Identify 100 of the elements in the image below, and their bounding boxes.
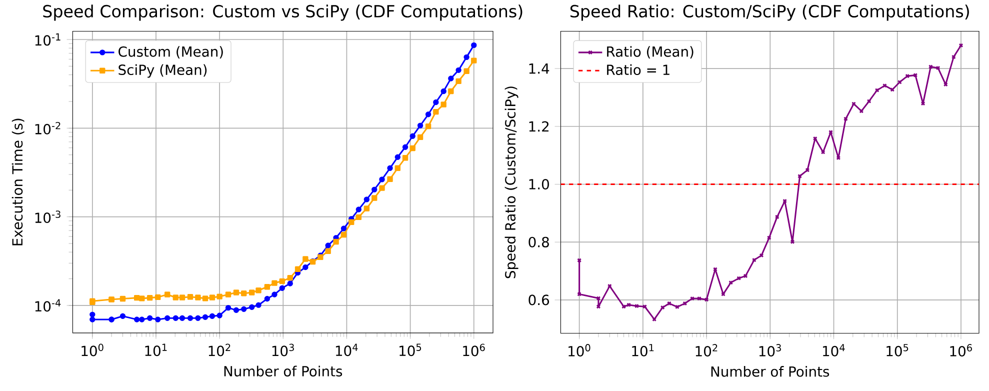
x-tick-label: 10$^{3}$ xyxy=(759,344,781,356)
point xyxy=(172,294,179,300)
point xyxy=(356,206,362,212)
point xyxy=(256,302,262,308)
point xyxy=(348,219,354,225)
point xyxy=(456,78,462,84)
point xyxy=(364,196,370,202)
point xyxy=(179,315,186,321)
x-tick-label: 10$^{3}$ xyxy=(272,344,294,356)
point xyxy=(387,176,393,182)
point xyxy=(279,278,285,284)
point xyxy=(172,315,179,321)
point xyxy=(195,315,201,321)
y-tick-label: 1.2 xyxy=(529,121,548,132)
legend-label: SciPy (Mean) xyxy=(118,64,207,78)
y-tick-label: 10$^{-3}$ xyxy=(35,210,60,223)
point xyxy=(248,304,255,310)
point xyxy=(287,274,293,281)
point xyxy=(187,315,194,321)
point xyxy=(195,294,201,300)
y-tick-label: 0.6 xyxy=(528,294,550,306)
legend-label: Ratio = 1 xyxy=(607,64,670,75)
x-axis-title: Number of Points xyxy=(711,366,830,377)
point xyxy=(402,154,408,161)
point xyxy=(241,306,247,312)
x-tick-label: 10$^{6}$ xyxy=(950,344,972,356)
point xyxy=(325,248,331,254)
x-tick-label: 10$^{2}$ xyxy=(208,344,230,356)
point xyxy=(464,68,470,74)
point xyxy=(440,102,446,108)
point xyxy=(448,88,454,94)
point xyxy=(387,165,393,171)
point xyxy=(134,294,140,301)
point xyxy=(256,287,262,294)
point xyxy=(134,316,140,322)
y-tick-label: 0.8 xyxy=(528,236,549,248)
x-tick-label: 10$^{4}$ xyxy=(823,344,845,356)
point xyxy=(394,154,400,160)
point xyxy=(394,165,400,171)
x-axis-title: Number of Points xyxy=(224,366,342,376)
point xyxy=(225,292,232,298)
point xyxy=(372,195,378,201)
x-tick-label: 10$^{0}$ xyxy=(568,344,590,356)
point xyxy=(233,290,240,296)
point xyxy=(202,314,208,320)
x-tick-label: 10$^{2}$ xyxy=(696,344,718,356)
point xyxy=(202,295,208,302)
point xyxy=(425,111,432,118)
point xyxy=(264,296,270,302)
point xyxy=(216,312,222,318)
point xyxy=(410,133,416,139)
point xyxy=(248,290,255,296)
point xyxy=(402,144,408,150)
legend-label: Custom (Mean) xyxy=(118,46,223,58)
point xyxy=(187,294,194,300)
y-axis-title: Speed Ratio (Custom/SciPy) xyxy=(504,86,518,278)
point xyxy=(425,123,432,130)
point xyxy=(417,122,424,128)
point xyxy=(272,292,278,298)
point xyxy=(417,134,424,140)
point xyxy=(743,274,748,278)
point xyxy=(356,214,362,220)
y-tick-label: 10$^{-2}$ xyxy=(35,122,60,134)
point xyxy=(340,232,347,238)
point xyxy=(471,58,477,64)
point xyxy=(272,280,278,286)
point xyxy=(464,54,470,60)
x-tick-label: 10$^{1}$ xyxy=(145,344,167,356)
legend-label: Ratio (Mean) xyxy=(607,46,694,58)
point xyxy=(287,280,293,286)
point xyxy=(372,186,378,192)
y-tick-label: 1.4 xyxy=(529,63,550,74)
x-tick-label: 10$^{6}$ xyxy=(463,344,485,356)
point xyxy=(241,290,247,296)
point xyxy=(433,108,439,115)
point xyxy=(302,264,308,270)
point xyxy=(294,266,301,272)
point xyxy=(410,145,416,151)
y-axis-title: Execution Time (s) xyxy=(12,118,24,246)
point xyxy=(179,294,186,300)
point xyxy=(433,99,439,105)
point xyxy=(340,226,347,232)
point xyxy=(164,315,170,321)
point xyxy=(471,42,477,48)
point xyxy=(225,304,232,311)
point xyxy=(264,284,270,290)
point xyxy=(209,313,216,319)
point xyxy=(333,238,339,245)
point xyxy=(364,206,370,212)
point xyxy=(448,76,454,82)
y-tick-label: 10$^{-1}$ xyxy=(35,33,60,46)
point xyxy=(440,88,446,94)
x-tick-label: 10$^{1}$ xyxy=(632,344,654,356)
point xyxy=(456,67,462,73)
chart-title: Speed Ratio: Custom/SciPy (CDF Computations) xyxy=(570,4,969,21)
chart-title: Speed Comparison: Custom vs SciPy (CDF Computations) xyxy=(43,4,522,21)
point xyxy=(155,294,161,300)
y-tick-label: 1.0 xyxy=(529,178,549,190)
y-tick-label: 10$^{-4}$ xyxy=(35,299,61,312)
x-tick-label: 10$^{4}$ xyxy=(336,344,358,356)
